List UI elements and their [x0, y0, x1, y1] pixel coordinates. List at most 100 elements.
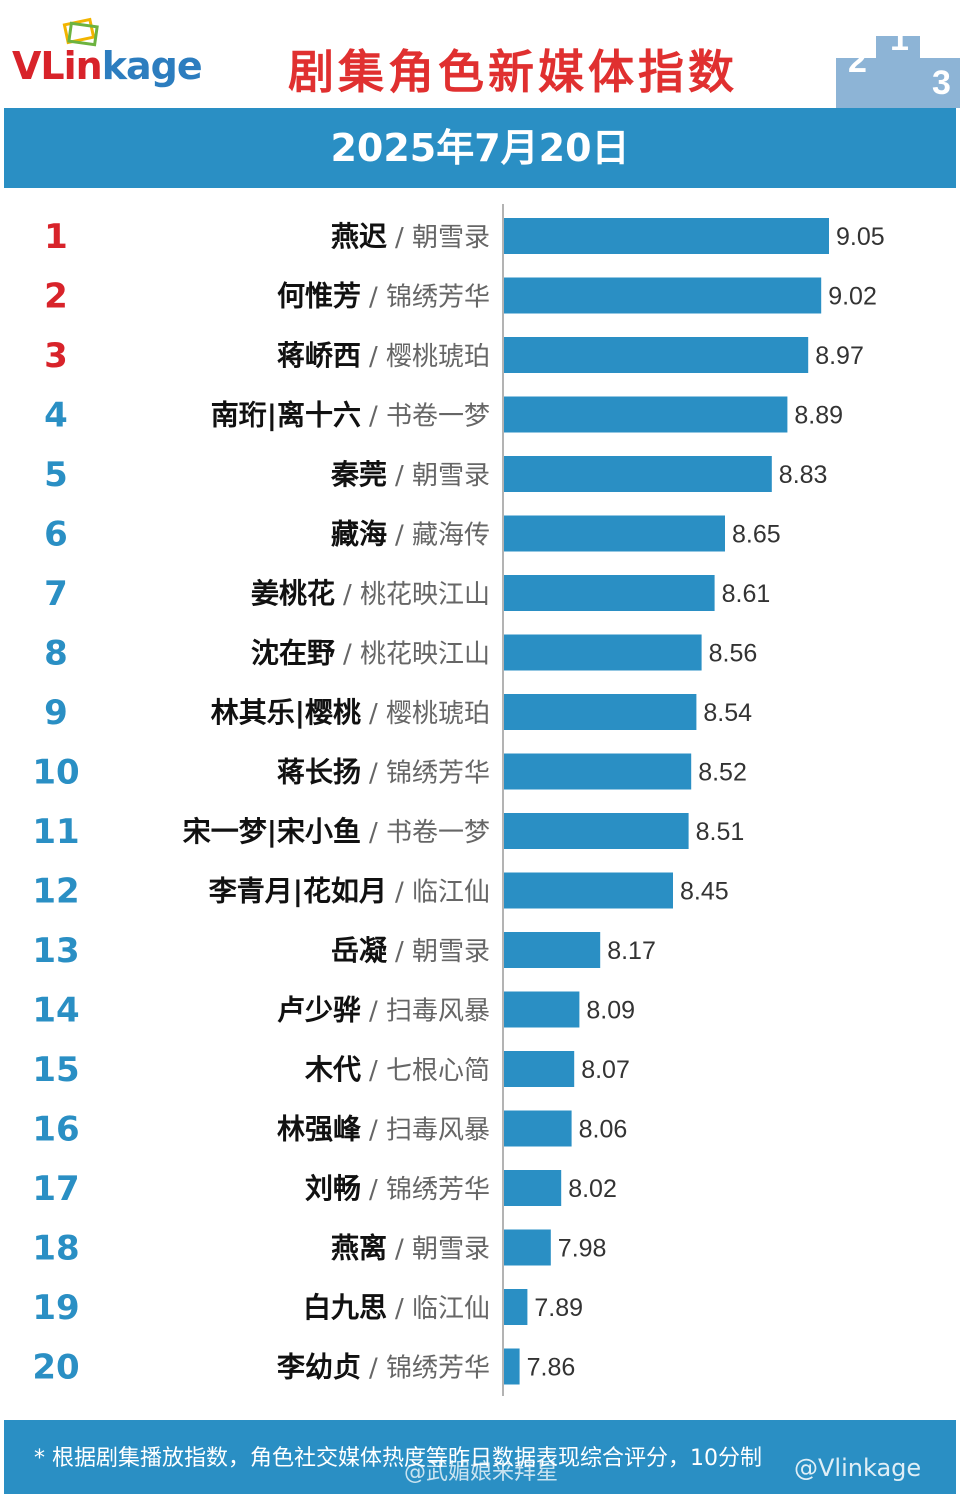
rank-number: 6 [44, 515, 68, 555]
character-name: 李青月|花如月 [209, 875, 387, 908]
drama-title: / 锦绣芳华 [369, 1354, 490, 1384]
bar [504, 872, 673, 909]
bar [504, 932, 601, 968]
date-banner: 2025年7月20日 [4, 108, 956, 188]
bar [504, 218, 829, 254]
drama-title: / 锦绣芳华 [369, 283, 490, 313]
rank-number: 10 [32, 753, 79, 793]
category-label: 卢少骅 / 扫毒风暴 [277, 994, 490, 1027]
character-name: 燕离 [331, 1232, 387, 1265]
category-label: 燕离 / 朝雪录 [331, 1232, 490, 1265]
character-name: 何惟芳 [277, 280, 361, 313]
drama-title: / 锦绣芳华 [369, 1175, 490, 1205]
data-label: 8.07 [581, 1056, 630, 1084]
category-label: 何惟芳 / 锦绣芳华 [277, 280, 490, 313]
svg-text:2: 2 [848, 42, 867, 80]
data-label: 8.45 [680, 878, 729, 906]
bar [504, 1348, 520, 1385]
data-label: 8.51 [696, 818, 745, 846]
character-name: 刘畅 [305, 1172, 361, 1205]
footnote: * 根据剧集播放指数，角色社交媒体热度等昨日数据表现综合评分，10分制 [34, 1446, 762, 1471]
character-name: 蒋峤西 [277, 339, 361, 372]
category-label: 蒋峤西 / 樱桃琥珀 [277, 339, 490, 372]
rank-number: 1 [44, 217, 68, 257]
watermark-left: @武媚娘来拜星 [404, 1460, 559, 1485]
bar [504, 813, 689, 849]
character-name: 林其乐|樱桃 [211, 696, 361, 729]
data-label: 9.02 [828, 283, 877, 311]
rank-number: 14 [32, 991, 79, 1031]
drama-title: / 桃花映江山 [343, 640, 490, 670]
data-label: 7.89 [534, 1294, 583, 1322]
category-label: 木代 / 七根心简 [304, 1053, 490, 1086]
bar [504, 991, 580, 1028]
character-name: 李幼贞 [277, 1351, 361, 1384]
logo-mark-icon [62, 17, 99, 47]
bar [504, 575, 715, 611]
rank-number: 8 [44, 634, 68, 674]
character-name: 宋一梦|宋小鱼 [183, 815, 361, 848]
rank-number: 7 [44, 574, 68, 614]
data-label: 8.56 [709, 640, 758, 668]
character-name: 木代 [304, 1053, 361, 1086]
category-label: 南珩|离十六 / 书卷一梦 [211, 399, 490, 432]
footer-banner: * 根据剧集播放指数，角色社交媒体热度等昨日数据表现综合评分，10分制 @武媚娘… [4, 1420, 956, 1494]
bar [504, 634, 702, 671]
data-label: 7.98 [558, 1235, 607, 1263]
drama-title: / 樱桃琥珀 [369, 342, 490, 372]
drama-title: / 扫毒风暴 [369, 997, 490, 1027]
character-name: 藏海 [331, 518, 387, 551]
category-label: 藏海 / 藏海传 [331, 518, 490, 551]
rank-number: 3 [44, 336, 68, 376]
category-label: 李青月|花如月 / 临江仙 [209, 875, 490, 908]
brand-logo: VLinkage [12, 44, 203, 88]
category-label: 林强峰 / 扫毒风暴 [277, 1113, 490, 1146]
category-label: 林其乐|樱桃 / 樱桃琥珀 [211, 696, 490, 729]
svg-text:1: 1 [890, 20, 909, 58]
drama-title: / 朝雪录 [395, 937, 490, 967]
data-label: 8.83 [779, 461, 828, 489]
rank-number: 17 [32, 1169, 79, 1209]
character-name: 卢少骅 [277, 994, 361, 1027]
data-label: 8.65 [732, 521, 781, 549]
data-label: 8.54 [703, 699, 752, 727]
watermark-right: @Vlinkage [794, 1454, 922, 1482]
drama-title: / 朝雪录 [395, 461, 490, 491]
character-name: 沈在野 [251, 637, 335, 670]
data-label: 9.05 [836, 223, 885, 251]
character-name: 蒋长扬 [277, 756, 361, 789]
data-label: 8.61 [722, 580, 771, 608]
rank-number: 18 [32, 1229, 79, 1269]
brand-logo-part1: VLin [12, 44, 103, 88]
drama-title: / 临江仙 [395, 1294, 490, 1324]
character-name: 白九思 [303, 1291, 387, 1324]
category-label: 宋一梦|宋小鱼 / 书卷一梦 [183, 815, 490, 848]
data-label: 8.02 [568, 1175, 617, 1203]
bar [504, 337, 809, 373]
brand-logo-part2: kage [101, 44, 203, 88]
data-label: 8.06 [579, 1116, 628, 1144]
header: VLinkage 剧集角色新媒体指数 2 1 3 [0, 0, 960, 108]
rank-number: 9 [44, 693, 68, 733]
data-label: 8.09 [586, 997, 635, 1025]
ranking-chart: 1 燕迟 / 朝雪录 9.05 2 何惟芳 / 锦绣芳华 9.02 3 蒋峤西 / 樱桃琥珀 8.97… [32, 204, 885, 1396]
category-label: 秦莞 / 朝雪录 [330, 458, 490, 491]
drama-title: / 桃花映江山 [343, 580, 490, 610]
rank-number: 20 [32, 1348, 79, 1388]
category-label: 沈在野 / 桃花映江山 [251, 637, 490, 670]
character-name: 燕迟 [331, 220, 387, 253]
page-title: 剧集角色新媒体指数 [288, 45, 738, 99]
bar [504, 277, 822, 314]
bar [504, 1110, 572, 1147]
category-label: 白九思 / 临江仙 [303, 1291, 490, 1324]
rank-number: 15 [32, 1050, 79, 1090]
bar [504, 1289, 528, 1325]
date-label: 2025年7月20日 [330, 126, 630, 170]
drama-title: / 扫毒风暴 [369, 1116, 490, 1146]
data-label: 8.89 [794, 402, 843, 430]
rank-number: 2 [44, 277, 68, 317]
category-label: 姜桃花 / 桃花映江山 [251, 577, 490, 610]
category-label: 李幼贞 / 锦绣芳华 [277, 1351, 490, 1384]
rank-number: 16 [32, 1110, 79, 1150]
bar [504, 515, 725, 552]
